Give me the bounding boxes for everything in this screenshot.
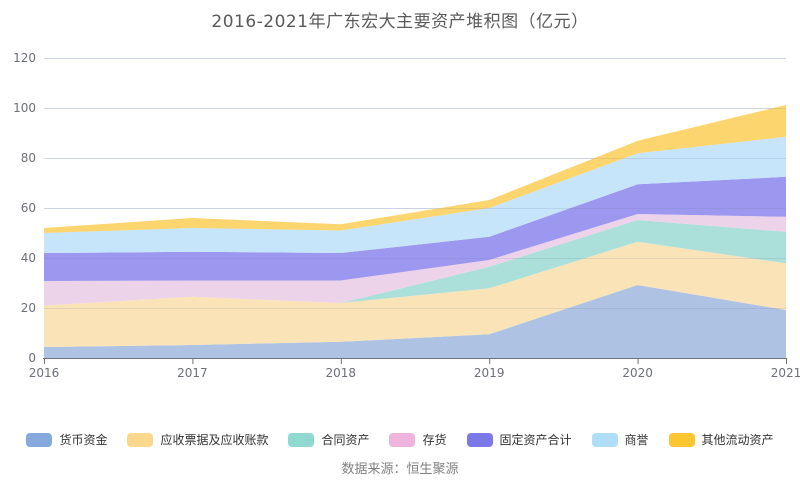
area-huobi-zijin [44, 285, 786, 358]
legend-label-qita-liudong: 其他流动资产 [701, 433, 774, 447]
legend-label-huobi-zijin: 货币资金 [59, 433, 108, 447]
legend-swatch-cunhuo [389, 432, 416, 447]
chart-title: 2016-2021年广东宏大主要资产堆积图（亿元） [211, 12, 589, 32]
legend-item-qita-liudong[interactable]: 其他流动资产 [668, 431, 774, 448]
legend-swatch-guding-zichan [466, 432, 493, 447]
y-label-80: 80 [21, 151, 36, 165]
legend-item-cunhuo[interactable]: 存货 [389, 431, 447, 448]
area-shangyu [44, 136, 786, 253]
legend-swatch-huobi-zijin [26, 432, 53, 447]
y-label-0: 0 [28, 351, 36, 365]
legend-label-cunhuo: 存货 [422, 433, 447, 447]
legend-swatch-qita-liudong [668, 432, 695, 447]
legend-swatch-shangyu [591, 432, 618, 447]
legend-label-hetong-zichan: 合同资产 [321, 433, 370, 447]
legend-label-guding-zichan: 固定资产合计 [499, 433, 572, 447]
source-note: 数据来源：恒生聚源 [341, 462, 459, 477]
y-label-40: 40 [21, 251, 36, 265]
x-label-2019: 2019 [474, 366, 505, 380]
y-label-120: 120 [13, 51, 36, 65]
plot-area: 2016 2017 2018 2019 2020 2021 0 20 40 60 80 100 120 [13, 51, 800, 380]
x-label-2016: 2016 [29, 366, 60, 380]
legend-item-guding-zichan[interactable]: 固定资产合计 [466, 431, 572, 448]
x-label-2021: 2021 [771, 366, 800, 380]
legend-item-hetong-zichan[interactable]: 合同资产 [288, 431, 369, 448]
legend: 货币资金 应收票据及应收账款 合同资产 存货 固定资产合计 商誉 其他流动资产 [0, 431, 800, 448]
x-label-2017: 2017 [177, 366, 208, 380]
area-cunhuo [44, 214, 786, 306]
y-label-60: 60 [21, 201, 36, 215]
legend-item-huobi-zijin[interactable]: 货币资金 [26, 431, 107, 448]
legend-swatch-hetong-zichan [288, 432, 315, 447]
legend-label-shangyu: 商誉 [624, 433, 649, 447]
legend-swatch-yingshou [127, 432, 154, 447]
x-label-2018: 2018 [326, 366, 357, 380]
legend-label-yingshou: 应收票据及应收账款 [160, 433, 269, 447]
y-label-20: 20 [21, 301, 36, 315]
legend-item-yingshou[interactable]: 应收票据及应收账款 [127, 431, 268, 448]
area-yingshou [44, 241, 786, 347]
area-guding-zichan [44, 176, 786, 281]
x-label-2020: 2020 [622, 366, 653, 380]
y-label-100: 100 [13, 101, 36, 115]
legend-item-shangyu[interactable]: 商誉 [591, 431, 649, 448]
area-hetong-zichan [44, 220, 786, 306]
